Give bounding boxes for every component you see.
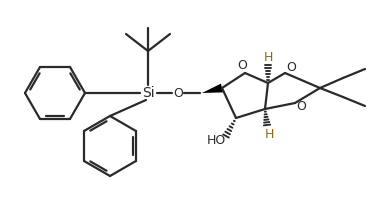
Text: O: O [296,99,306,112]
Text: O: O [286,61,296,74]
Text: H: H [264,128,274,140]
Text: Si: Si [142,86,154,100]
Text: O: O [173,87,183,99]
Polygon shape [202,84,223,93]
Text: O: O [237,59,247,71]
Text: H: H [263,50,273,63]
Text: HO: HO [206,133,226,146]
